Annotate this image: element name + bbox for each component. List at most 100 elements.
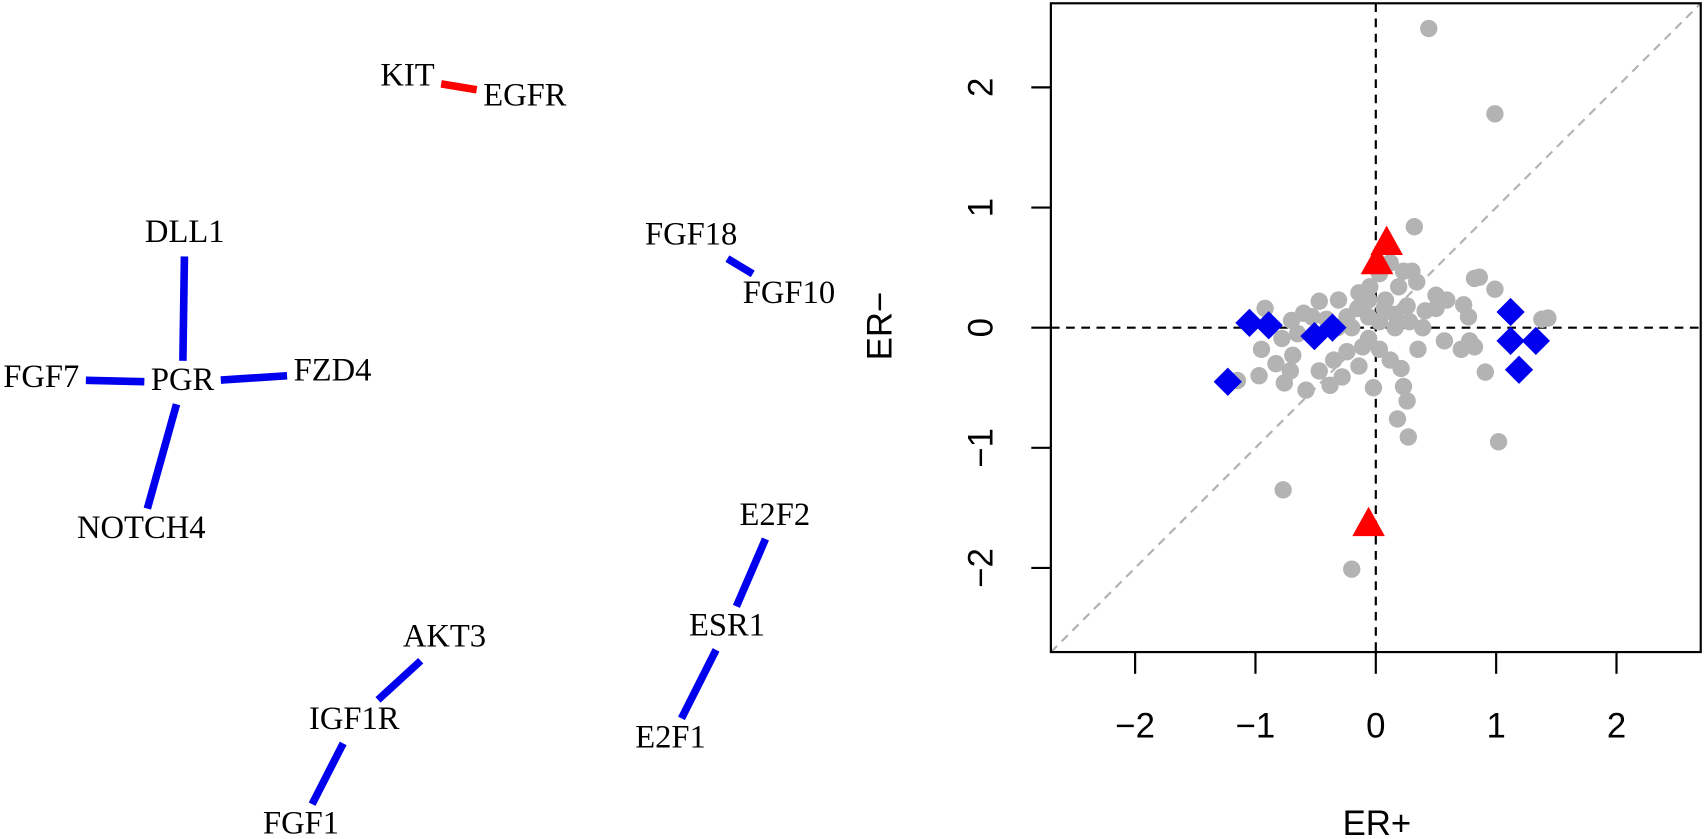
- point: [1250, 367, 1268, 385]
- point: [1388, 410, 1407, 428]
- point: [1405, 218, 1424, 236]
- y-axis-label: ER−: [862, 292, 900, 361]
- x-tick-label: 1: [1486, 707, 1505, 745]
- point: [1274, 481, 1292, 499]
- node-label: FGF1: [263, 805, 339, 839]
- point: [1409, 340, 1427, 358]
- x-tick-label: −2: [1115, 707, 1155, 745]
- point: [1460, 332, 1479, 350]
- x-tick-label: 0: [1366, 707, 1385, 745]
- point: [1486, 105, 1504, 123]
- point: [1343, 560, 1361, 578]
- point: [1370, 340, 1389, 358]
- point: [1273, 329, 1291, 348]
- node-label: FGF10: [743, 275, 835, 311]
- point: [1399, 428, 1417, 446]
- diamond-point: [1504, 355, 1534, 384]
- point: [1386, 318, 1404, 337]
- point: [1414, 318, 1432, 337]
- point: [1321, 376, 1339, 395]
- point: [1392, 359, 1410, 378]
- diamond-point: [1496, 297, 1525, 327]
- node-label: KIT: [380, 58, 434, 94]
- point: [1394, 377, 1413, 396]
- point: [1284, 346, 1302, 364]
- point: [1282, 311, 1301, 330]
- node-label: E2F2: [740, 497, 811, 533]
- point: [1338, 343, 1356, 361]
- diamond-point: [1254, 311, 1283, 340]
- edge: [678, 648, 720, 721]
- point: [1398, 297, 1416, 315]
- edge: [179, 256, 189, 361]
- point: [1435, 332, 1454, 350]
- node-label: E2F1: [635, 720, 706, 756]
- scatter-plot: ER+ ER− −2 −1 0 1 2 −2 −1 0 1 2: [862, 2, 1702, 839]
- y-tick-label: −1: [963, 428, 1001, 468]
- point: [1333, 368, 1351, 386]
- edge: [308, 741, 347, 806]
- point: [1370, 312, 1389, 331]
- triangle-point: [1352, 506, 1385, 537]
- edge: [732, 537, 769, 608]
- node-label: FZD4: [294, 352, 372, 388]
- y-tick-label: 2: [963, 78, 1001, 97]
- point: [1329, 291, 1348, 309]
- diamond-point: [1521, 326, 1550, 356]
- point: [1297, 381, 1315, 399]
- point: [1303, 308, 1321, 326]
- point: [1359, 291, 1378, 309]
- point: [1350, 357, 1368, 375]
- point: [1389, 278, 1408, 296]
- node-label: ESR1: [689, 608, 765, 644]
- point: [1476, 363, 1495, 381]
- edge: [220, 371, 288, 384]
- edge: [440, 80, 478, 94]
- edge: [375, 657, 424, 703]
- point: [1459, 308, 1478, 326]
- node-label: AKT3: [403, 619, 486, 655]
- x-tick-label: −1: [1236, 707, 1276, 745]
- point: [1359, 329, 1378, 348]
- point: [1489, 433, 1508, 451]
- edge: [143, 403, 181, 510]
- point: [1465, 269, 1484, 288]
- point: [1375, 299, 1393, 318]
- point: [1408, 273, 1426, 291]
- y-tick-label: 0: [963, 318, 1001, 337]
- point: [1398, 392, 1416, 410]
- x-axis-label: ER+: [1343, 805, 1412, 839]
- point: [1310, 362, 1328, 380]
- point: [1267, 355, 1285, 373]
- edge: [725, 255, 755, 278]
- point: [1288, 324, 1307, 343]
- edge: [85, 376, 145, 386]
- point: [1361, 278, 1379, 296]
- node-label: FGF7: [3, 359, 79, 395]
- point: [1310, 292, 1328, 310]
- point: [1400, 312, 1419, 331]
- node-label: FGF18: [645, 216, 737, 252]
- y-tick-label: −2: [963, 548, 1001, 588]
- node-label: NOTCH4: [77, 510, 206, 546]
- y-tick-label: 1: [963, 198, 1001, 217]
- diamond-point: [1496, 326, 1525, 356]
- triangle-point: [1360, 244, 1394, 275]
- node-label: PGR: [151, 362, 215, 398]
- x-tick-label: 2: [1607, 707, 1626, 745]
- node-label: IGF1R: [309, 701, 400, 737]
- node-label: EGFR: [483, 77, 567, 113]
- node-label: DLL1: [145, 214, 225, 250]
- point: [1427, 286, 1445, 304]
- point: [1324, 351, 1343, 369]
- point: [1364, 379, 1383, 397]
- point: [1281, 362, 1300, 380]
- point: [1338, 308, 1356, 326]
- point: [1486, 280, 1504, 298]
- point: [1252, 340, 1271, 358]
- point: [1420, 19, 1438, 38]
- point: [1539, 309, 1557, 327]
